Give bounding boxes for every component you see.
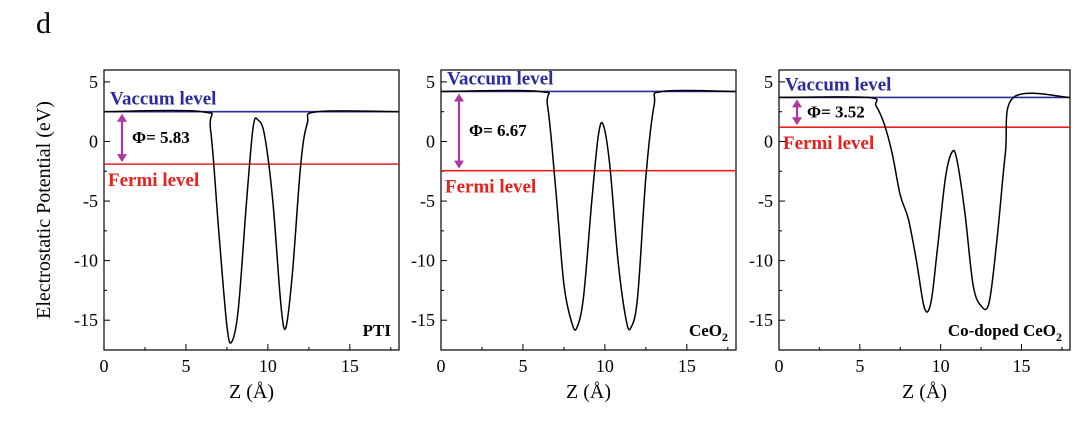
arrowhead-up-icon — [117, 113, 127, 122]
y-tick-label: 5 — [764, 72, 773, 92]
panel-letter: d — [36, 7, 51, 40]
x-tick-label: 5 — [181, 356, 190, 376]
x-tick-label: 15 — [678, 356, 696, 376]
y-tick-label: -15 — [411, 310, 435, 330]
x-tick-label: 0 — [437, 356, 446, 376]
y-tick-label: 0 — [89, 131, 98, 151]
x-tick-label: 15 — [1013, 356, 1031, 376]
x-tick-label: 0 — [775, 356, 784, 376]
arrowhead-up-icon — [454, 93, 464, 102]
arrowhead-down-icon — [454, 160, 464, 169]
y-tick-label: -15 — [74, 310, 98, 330]
vacuum-level-label: Vaccum level — [785, 74, 891, 95]
plot-frame — [778, 69, 1071, 351]
y-tick-label: -10 — [74, 251, 98, 271]
fermi-level-label: Fermi level — [445, 177, 536, 198]
x-tick-label: 10 — [596, 356, 614, 376]
y-tick-label: -10 — [411, 251, 435, 271]
arrowhead-down-icon — [117, 154, 127, 163]
work-function-label: Φ= 6.67 — [469, 121, 527, 140]
vacuum-level-label: Vaccum level — [110, 89, 216, 110]
fermi-level-label: Fermi level — [108, 170, 199, 191]
x-tick-label: 0 — [100, 356, 109, 376]
x-tick-label: 10 — [932, 356, 950, 376]
material-label-main: CeO — [689, 321, 722, 340]
x-tick-label: 15 — [341, 356, 359, 376]
material-label-subscript: 2 — [1056, 330, 1062, 344]
material-label-subscript: 2 — [722, 330, 728, 344]
work-function-label: Φ= 5.83 — [132, 128, 190, 147]
y-tick-label: -5 — [420, 191, 435, 211]
plot-frame — [103, 69, 400, 351]
y-axis-label: Electrostatic Potential (eV) — [33, 101, 55, 319]
potential-curve — [103, 109, 400, 344]
y-tick-label: 5 — [89, 72, 98, 92]
y-tick-label: 0 — [764, 131, 773, 151]
vacuum-level-label: Vaccum level — [447, 68, 553, 89]
fermi-level-label: Fermi level — [783, 133, 874, 154]
material-label-main: PTI — [363, 321, 392, 340]
y-tick-label: -5 — [758, 191, 773, 211]
y-tick-label: -15 — [749, 310, 773, 330]
material-label: CeO2 — [689, 321, 728, 344]
x-axis-label: Z (Å) — [566, 381, 611, 403]
arrowhead-down-icon — [792, 117, 802, 126]
y-tick-label: 5 — [426, 72, 435, 92]
x-axis-label: Z (Å) — [229, 381, 274, 403]
y-tick-label: -10 — [749, 251, 773, 271]
potential-curve — [440, 89, 737, 331]
x-tick-label: 5 — [855, 356, 864, 376]
plot-frame — [440, 69, 737, 351]
y-tick-label: 0 — [426, 131, 435, 151]
material-label: Co-doped CeO2 — [948, 321, 1062, 344]
material-label: PTI — [363, 321, 392, 340]
chart-panel-2: 5 0 -5 -10 -15 0 5 10 15 Z (Å) Φ= 6.67 Vaccum level… — [411, 68, 737, 403]
x-tick-label: 10 — [259, 356, 277, 376]
work-function-label: Φ= 3.52 — [807, 102, 865, 121]
potential-curve — [778, 92, 1071, 313]
material-label-main: Co-doped CeO — [948, 321, 1056, 340]
x-tick-label: 5 — [518, 356, 527, 376]
chart-panel-1: 5 0 -5 -10 -15 0 5 10 15 Z (Å) Φ= 5.83 Vaccum level… — [74, 69, 400, 403]
arrowhead-up-icon — [792, 99, 802, 108]
x-axis-label: Z (Å) — [902, 381, 947, 403]
y-tick-label: -5 — [83, 191, 98, 211]
chart-panel-3: 5 0 -5 -10 -15 0 5 10 15 Z (Å) Φ= 3.52 Vaccum level… — [749, 69, 1071, 403]
